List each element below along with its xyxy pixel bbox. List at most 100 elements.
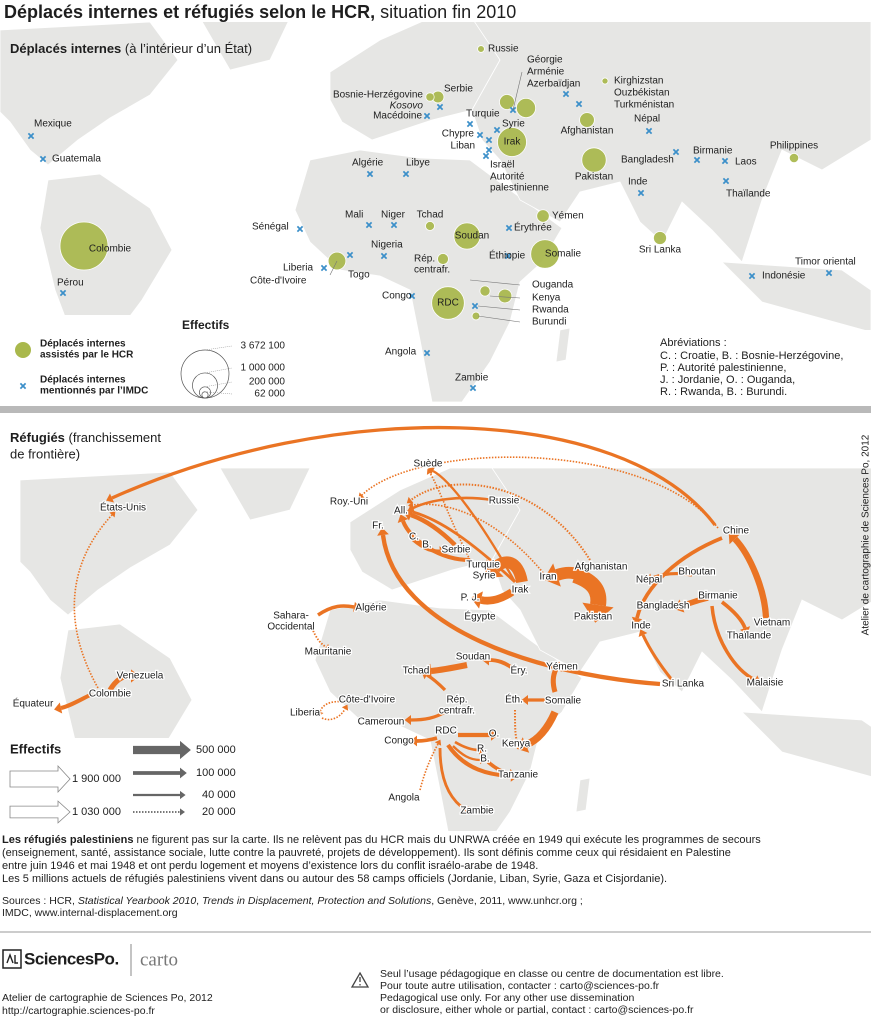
legend-size-leader bbox=[204, 391, 233, 395]
refugee-flow bbox=[410, 483, 591, 561]
footer-credit: Atelier de cartographie de Sciences Po, … bbox=[2, 992, 213, 1004]
idp-bubble bbox=[788, 152, 800, 164]
refugee-label: Bangladesh bbox=[637, 601, 690, 612]
refugee-heading: Réfugiés (franchissement bbox=[10, 430, 161, 445]
refugee-label: Éry. bbox=[510, 664, 527, 677]
refugee-label: B. bbox=[422, 540, 431, 551]
logo-carto: carto bbox=[140, 949, 178, 970]
legend-hcr-symbol bbox=[15, 342, 31, 358]
refugee-flow bbox=[73, 514, 113, 689]
title-bold: Déplacés internes et réfugiés selon le H… bbox=[4, 2, 375, 22]
idp-bubble bbox=[479, 285, 491, 297]
idp-label: Russie bbox=[488, 44, 519, 55]
refugee-label: Chine bbox=[723, 526, 750, 537]
idp-label: Israël bbox=[490, 160, 514, 171]
note-line: entre juin 1946 et mai 1948 et ont perdu… bbox=[2, 860, 538, 872]
refugee-heading-note: (franchissement bbox=[65, 430, 161, 445]
idp-heading-note: (à l’intérieur d’un État) bbox=[121, 41, 252, 56]
legend-flow-arrow bbox=[9, 764, 71, 794]
refugee-label: Mauritanie bbox=[305, 647, 352, 658]
idp-label: Macédoine bbox=[373, 111, 422, 122]
flow-arrowhead bbox=[550, 661, 562, 672]
imdc-marker bbox=[471, 302, 479, 310]
refugee-label: Égypte bbox=[464, 610, 496, 623]
legend-imdc-symbol bbox=[19, 382, 27, 390]
flow-arrowhead bbox=[510, 770, 519, 782]
idp-label: Pakistan bbox=[575, 172, 613, 183]
flow-arrowhead bbox=[131, 669, 140, 683]
idp-legend-box bbox=[0, 315, 296, 406]
refugee-flow bbox=[438, 747, 467, 812]
legend-flow-arrow bbox=[9, 800, 71, 824]
refugee-flow bbox=[710, 605, 756, 682]
flow-arrowhead bbox=[106, 493, 115, 503]
imdc-marker bbox=[672, 148, 680, 156]
refugee-label: Tchad bbox=[403, 666, 430, 677]
vertical-credit: Atelier de cartographie de Sciences Po, … bbox=[861, 434, 871, 635]
imdc-marker bbox=[423, 349, 431, 357]
imdc-marker bbox=[436, 103, 444, 111]
idp-label: Mexique bbox=[34, 119, 72, 130]
refugee-label: Sahara- bbox=[273, 611, 309, 622]
idp-label: Timor oriental bbox=[795, 257, 856, 268]
imdc-marker bbox=[365, 221, 373, 229]
refugee-label: Pakistan bbox=[574, 612, 612, 623]
idp-label: palestinienne bbox=[490, 183, 549, 194]
imdc-marker bbox=[320, 264, 328, 272]
flow-arrowhead bbox=[434, 739, 442, 746]
refugee-label: B. bbox=[480, 754, 489, 765]
legend-flow-head bbox=[180, 767, 187, 779]
flow-arrowhead bbox=[358, 492, 365, 499]
flow-arrowhead bbox=[631, 616, 643, 625]
refugee-flow bbox=[410, 512, 457, 547]
refugee-label: Somalie bbox=[545, 696, 582, 707]
refugee-heading-bold: Réfugiés bbox=[10, 430, 65, 445]
legend-size-leader bbox=[204, 367, 233, 374]
usage: or disclosure, either whole or partial, … bbox=[380, 1004, 694, 1016]
note-line: Les 5 millions actuels de réfugiés pales… bbox=[2, 873, 667, 885]
refugee-label: Fr. bbox=[372, 521, 384, 532]
flow-arrowhead bbox=[397, 514, 409, 523]
idp-label: Bosnie-Herzégovine bbox=[333, 90, 423, 101]
refugee-label: RDC bbox=[435, 726, 457, 737]
idp-label: Algérie bbox=[352, 158, 384, 169]
legend-size-label: 200 000 bbox=[249, 377, 286, 388]
idp-label: RDC bbox=[437, 298, 459, 309]
refugee-flow bbox=[635, 536, 723, 619]
flow-arrowhead bbox=[403, 509, 414, 521]
legend-size-leader bbox=[204, 345, 233, 351]
imdc-marker bbox=[504, 252, 512, 260]
idp-label: Togo bbox=[348, 270, 370, 281]
idp-bubble bbox=[536, 209, 550, 223]
footer-credit: http://cartographie.sciences-po.fr bbox=[2, 1005, 155, 1017]
flow-arrowhead bbox=[410, 735, 417, 747]
idp-bubble bbox=[499, 94, 515, 110]
refugee-flow bbox=[430, 662, 468, 675]
refugee-label: États-Unis bbox=[100, 501, 146, 514]
idp-label: Arménie bbox=[527, 67, 565, 78]
sources-text: , bbox=[196, 895, 202, 907]
legend-size-label: 100 000 bbox=[196, 767, 236, 779]
legend-flow-head bbox=[180, 790, 186, 800]
idp-label: Laos bbox=[735, 157, 757, 168]
sources-title: Statistical Yearbook 2010 bbox=[78, 895, 196, 907]
usage: Pour toute autre utilisation, contacter … bbox=[380, 980, 660, 992]
refugee-label: Colombie bbox=[89, 689, 132, 700]
sources-text: , Genève, 2011, www.unhcr.org ; bbox=[431, 895, 583, 907]
idp-heading: Déplacés internes (à l’intérieur d’un Ét… bbox=[10, 41, 252, 56]
refugee-flow bbox=[446, 743, 512, 779]
refugee-label: Soudan bbox=[456, 652, 490, 663]
idp-bubble bbox=[425, 221, 435, 231]
refugee-label: Roy.-Uni bbox=[330, 497, 368, 508]
imdc-marker bbox=[346, 251, 354, 259]
refugee-label: Thaïlande bbox=[727, 631, 772, 642]
idp-bubble bbox=[497, 288, 513, 304]
legend-title: Effectifs bbox=[10, 741, 61, 756]
flow-arrowhead bbox=[406, 496, 414, 504]
refugee-label: Éth. bbox=[505, 693, 523, 706]
refugee-flow bbox=[419, 743, 439, 791]
flow-arrowhead bbox=[728, 532, 741, 545]
idp-label: Nigeria bbox=[371, 240, 403, 251]
leader-line bbox=[477, 305, 521, 311]
idp-label: Birmanie bbox=[693, 146, 733, 157]
